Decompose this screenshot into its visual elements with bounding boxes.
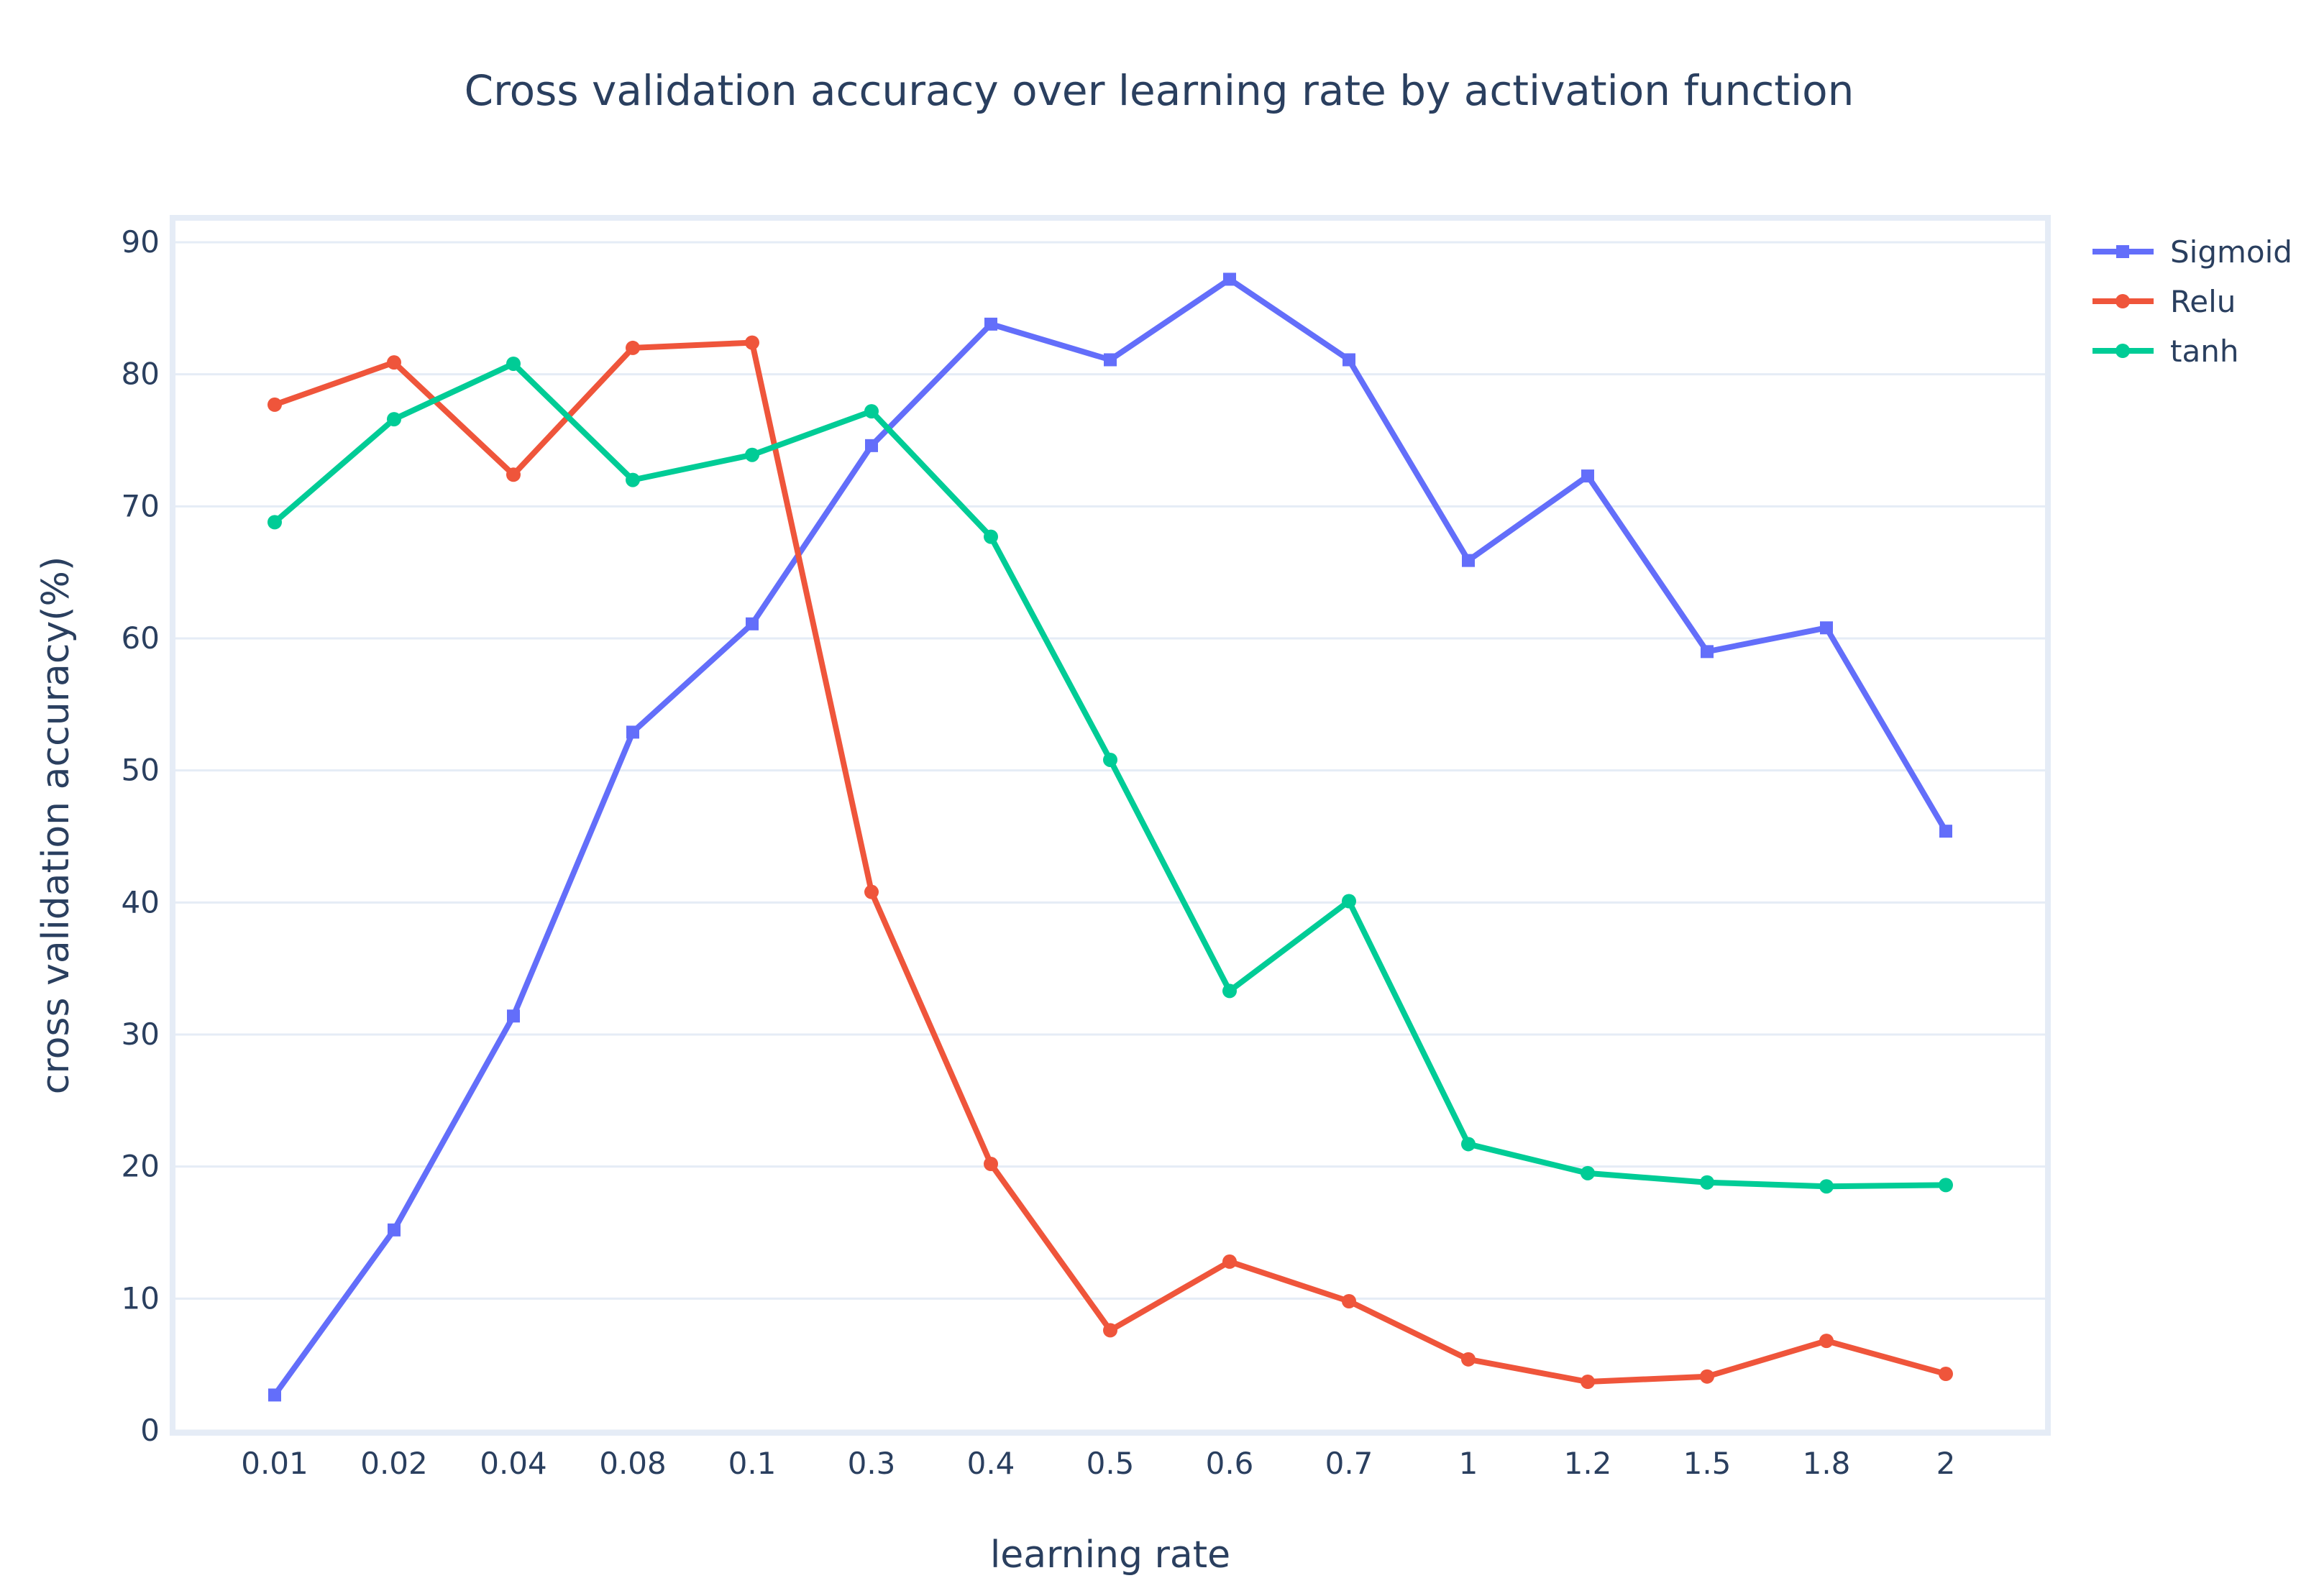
data-point [1700, 1369, 1714, 1384]
data-point [1104, 353, 1117, 367]
y-tick-label: 90 [122, 224, 160, 260]
y-tick-label: 60 [122, 620, 160, 656]
x-tick-label: 1.5 [1683, 1446, 1732, 1481]
data-point [1700, 1175, 1714, 1190]
legend-label: tanh [2170, 334, 2238, 369]
x-axis-title: learning rate [990, 1533, 1230, 1577]
series-lines [267, 272, 1953, 1402]
x-tick-label: 2 [1936, 1446, 1956, 1481]
data-point [745, 447, 759, 462]
chart-title: Cross validation accuracy over learning … [465, 66, 1854, 115]
data-point [984, 317, 997, 331]
y-tick-label: 0 [140, 1413, 160, 1448]
data-point [1819, 1334, 1834, 1349]
series-relu [267, 335, 1953, 1390]
data-point [387, 412, 401, 427]
data-point [1103, 752, 1117, 767]
x-tick-label: 0.3 [848, 1446, 896, 1481]
x-tick-label: 0.08 [599, 1446, 667, 1481]
legend-item-sigmoid[interactable]: Sigmoid [2092, 234, 2292, 270]
plot-frame [170, 215, 2051, 1436]
x-tick-label: 0.02 [360, 1446, 428, 1481]
data-point [387, 355, 401, 370]
x-tick-label: 0.01 [241, 1446, 308, 1481]
data-point [506, 467, 521, 482]
data-point [267, 397, 282, 412]
x-tick-label: 0.5 [1087, 1446, 1135, 1481]
series-tanh [267, 356, 1953, 1194]
data-point [1103, 1323, 1117, 1338]
data-point [1581, 469, 1594, 483]
x-tick-label: 0.7 [1325, 1446, 1373, 1481]
x-tick-label: 1 [1459, 1446, 1478, 1481]
legend-label: Sigmoid [2170, 234, 2292, 270]
x-tick-labels: 0.01 0.02 0.04 0.08 0.1 0.3 0.4 0.5 0.6 0.7 1 1.2 1.… [241, 1446, 1955, 1481]
data-point [865, 439, 878, 452]
y-axis-title: cross validation accuracy(%) [35, 556, 78, 1095]
x-tick-label: 1.8 [1803, 1446, 1851, 1481]
data-point [1342, 1294, 1356, 1309]
y-tick-label: 70 [122, 488, 160, 523]
data-point [388, 1223, 401, 1237]
data-point [1223, 272, 1236, 286]
data-point [746, 617, 759, 630]
y-tick-label: 80 [122, 357, 160, 392]
data-point [1939, 1367, 1953, 1382]
data-point [267, 515, 282, 530]
x-tick-label: 0.6 [1206, 1446, 1254, 1481]
legend-item-tanh[interactable]: tanh [2092, 334, 2238, 369]
data-point [626, 725, 639, 739]
data-point [984, 1156, 998, 1171]
data-point [984, 529, 998, 544]
data-point [1581, 1375, 1595, 1390]
y-tick-label: 10 [122, 1280, 160, 1316]
y-tick-label: 40 [122, 884, 160, 919]
data-point [1462, 554, 1475, 567]
data-point [507, 1009, 520, 1023]
data-point [1222, 983, 1237, 999]
data-point [864, 404, 879, 419]
legend-marker [2116, 344, 2130, 358]
legend-marker [2116, 245, 2129, 258]
x-tick-label: 0.04 [480, 1446, 547, 1481]
data-point [268, 1388, 281, 1402]
legend-label: Relu [2170, 284, 2236, 319]
data-point [1939, 825, 1952, 838]
data-point [1461, 1137, 1476, 1152]
data-point [506, 356, 521, 371]
data-point [1342, 894, 1356, 909]
legend[interactable]: Sigmoid Relu tanh [2092, 234, 2292, 369]
data-point [1939, 1178, 1953, 1193]
data-point [1820, 621, 1833, 635]
data-point [626, 340, 640, 355]
x-tick-label: 1.2 [1564, 1446, 1612, 1481]
data-point [864, 884, 879, 899]
series-sigmoid [268, 272, 1952, 1402]
data-point [1819, 1179, 1834, 1194]
legend-item-relu[interactable]: Relu [2092, 284, 2236, 319]
x-tick-label: 0.4 [967, 1446, 1015, 1481]
legend-marker [2116, 294, 2130, 308]
data-point [1343, 353, 1355, 367]
y-tick-label: 30 [122, 1017, 160, 1052]
y-tick-label: 50 [122, 753, 160, 788]
x-tick-label: 0.1 [728, 1446, 777, 1481]
y-tick-label: 20 [122, 1149, 160, 1184]
data-point [1222, 1254, 1237, 1269]
data-point [1701, 645, 1714, 659]
data-point [745, 335, 759, 350]
data-point [1581, 1165, 1595, 1180]
data-point [1461, 1352, 1476, 1367]
data-point [626, 472, 640, 487]
y-tick-labels: 0 10 20 30 40 50 60 70 80 90 [122, 224, 160, 1448]
